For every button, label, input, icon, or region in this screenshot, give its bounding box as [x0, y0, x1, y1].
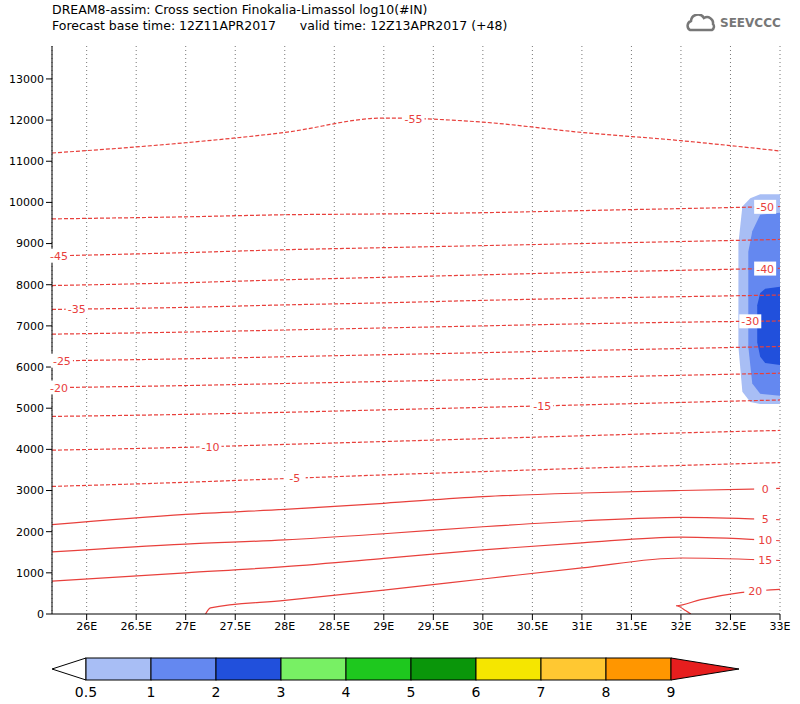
- svg-text:28.5E: 28.5E: [319, 620, 350, 633]
- svg-text:0: 0: [37, 608, 44, 621]
- svg-text:0: 0: [762, 483, 769, 496]
- svg-text:3000: 3000: [16, 484, 44, 497]
- svg-text:-20: -20: [50, 382, 68, 395]
- svg-text:29E: 29E: [373, 620, 394, 633]
- svg-text:1: 1: [147, 684, 156, 700]
- svg-text:26.5E: 26.5E: [120, 620, 151, 633]
- svg-text:0.5: 0.5: [75, 684, 97, 700]
- svg-text:32.5E: 32.5E: [715, 620, 746, 633]
- svg-text:27.5E: 27.5E: [220, 620, 251, 633]
- svg-text:4: 4: [342, 684, 351, 700]
- svg-text:5: 5: [407, 684, 416, 700]
- svg-text:-45: -45: [50, 250, 68, 263]
- svg-text:-55: -55: [405, 113, 423, 126]
- svg-text:12000: 12000: [9, 114, 44, 127]
- svg-text:-50: -50: [756, 201, 774, 214]
- svg-text:9000: 9000: [16, 237, 44, 250]
- svg-text:-30: -30: [741, 315, 759, 328]
- svg-text:15: 15: [758, 554, 772, 567]
- svg-text:10: 10: [758, 534, 772, 547]
- html-text:DREAM8-assim: Cross section Fi: DREAM8-assim: Cross section Finokalia-Li…: [52, 2, 428, 17]
- svg-text:-35: -35: [68, 303, 86, 316]
- svg-text:7: 7: [537, 684, 546, 700]
- svg-text:3: 3: [277, 684, 286, 700]
- svg-text:5000: 5000: [16, 402, 44, 415]
- svg-text:-15: -15: [533, 400, 551, 413]
- svg-text:10000: 10000: [9, 196, 44, 209]
- svg-text:8000: 8000: [16, 279, 44, 292]
- svg-text:33E: 33E: [770, 620, 791, 633]
- svg-text:-5: -5: [289, 472, 300, 485]
- html-text:SEEVCCC: SEEVCCC: [720, 16, 781, 30]
- svg-text:31.5E: 31.5E: [616, 620, 647, 633]
- svg-text:-25: -25: [53, 355, 71, 368]
- svg-text:30E: 30E: [472, 620, 493, 633]
- svg-text:9: 9: [667, 684, 676, 700]
- svg-text:32E: 32E: [670, 620, 691, 633]
- svg-text:29.5E: 29.5E: [418, 620, 449, 633]
- svg-text:8: 8: [602, 684, 611, 700]
- svg-text:2000: 2000: [16, 526, 44, 539]
- svg-text:13000: 13000: [9, 73, 44, 86]
- svg-text:5: 5: [762, 513, 769, 526]
- svg-text:7000: 7000: [16, 320, 44, 333]
- svg-text:11000: 11000: [9, 155, 44, 168]
- svg-text:6: 6: [472, 684, 481, 700]
- svg-text:20: 20: [748, 585, 762, 598]
- svg-text:26E: 26E: [76, 620, 97, 633]
- svg-text:4000: 4000: [16, 443, 44, 456]
- svg-text:-10: -10: [201, 441, 219, 454]
- svg-text:30.5E: 30.5E: [517, 620, 548, 633]
- svg-text:2: 2: [212, 684, 221, 700]
- svg-text:1000: 1000: [16, 567, 44, 580]
- svg-text:28E: 28E: [274, 620, 295, 633]
- svg-text:27E: 27E: [175, 620, 196, 633]
- html-text:Forecast base time: 12Z11APR20: Forecast base time: 12Z11APR2017 valid t…: [52, 18, 508, 33]
- svg-text:-40: -40: [756, 263, 774, 276]
- svg-text:6000: 6000: [16, 361, 44, 374]
- svg-text:31E: 31E: [571, 620, 592, 633]
